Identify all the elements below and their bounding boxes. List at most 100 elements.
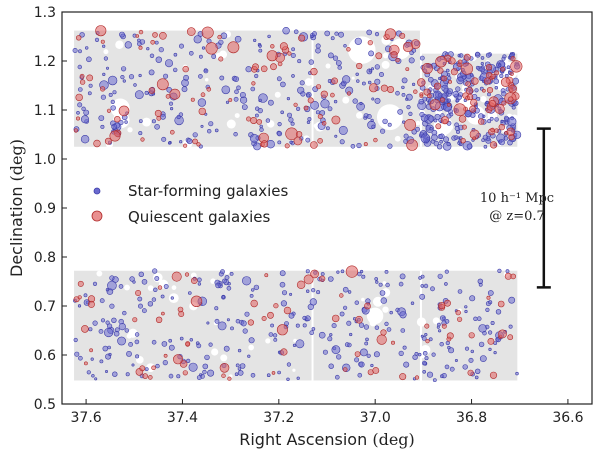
quiescent-galaxy-point	[331, 77, 338, 85]
quiescent-galaxy-point	[461, 124, 467, 130]
star-forming-galaxy-point	[506, 65, 511, 69]
star-forming-galaxy-point	[421, 335, 427, 341]
quiescent-galaxy-point	[310, 67, 318, 76]
star-forming-galaxy-point	[84, 46, 89, 50]
star-forming-galaxy-point	[327, 52, 334, 59]
quiescent-galaxy-point	[250, 299, 258, 308]
quiescent-galaxy-point	[139, 365, 146, 372]
star-forming-galaxy-point	[487, 92, 491, 97]
quiescent-galaxy-point	[171, 271, 182, 282]
x-tick-label: 37.2	[263, 410, 294, 426]
star-forming-galaxy-point	[152, 268, 158, 274]
star-forming-galaxy-point	[330, 36, 335, 41]
star-forming-galaxy-point	[214, 128, 219, 133]
star-forming-galaxy-point	[254, 113, 259, 118]
quiescent-galaxy-point	[250, 117, 258, 125]
quiescent-galaxy-point	[296, 280, 306, 289]
star-forming-galaxy-point	[422, 350, 428, 356]
star-forming-galaxy-point	[128, 341, 133, 347]
star-forming-galaxy-point	[277, 140, 282, 145]
star-forming-galaxy-point	[126, 350, 132, 357]
quiescent-galaxy-point	[487, 337, 495, 345]
star-forming-galaxy-point	[138, 271, 145, 277]
star-forming-galaxy-point	[447, 73, 451, 77]
star-forming-galaxy-point	[233, 76, 239, 82]
quiescent-galaxy-point	[247, 319, 254, 326]
star-forming-galaxy-point	[406, 104, 411, 110]
star-forming-galaxy-point	[332, 55, 339, 61]
star-forming-galaxy-point	[309, 330, 315, 336]
quiescent-galaxy-point	[469, 105, 477, 113]
star-forming-galaxy-point	[357, 372, 363, 378]
star-forming-galaxy-point	[464, 110, 472, 118]
quiescent-galaxy-point	[458, 115, 467, 123]
star-forming-galaxy-point	[446, 88, 453, 95]
star-forming-galaxy-point	[515, 371, 519, 376]
star-forming-galaxy-point	[288, 312, 295, 319]
star-forming-galaxy-point	[328, 363, 334, 369]
star-forming-galaxy-point	[107, 75, 118, 86]
star-forming-galaxy-point	[375, 280, 379, 284]
quiescent-galaxy-point	[227, 376, 232, 381]
star-forming-galaxy-point	[289, 140, 293, 145]
star-forming-galaxy-point	[166, 87, 172, 93]
y-tick-label: 0.6	[34, 348, 56, 364]
star-forming-galaxy-point	[124, 41, 132, 49]
star-forming-galaxy-point	[398, 281, 404, 287]
quiescent-galaxy-point	[444, 299, 451, 307]
quiescent-galaxy-point	[441, 323, 447, 329]
star-forming-galaxy-point	[420, 133, 431, 144]
star-forming-galaxy-point	[196, 343, 202, 349]
star-forming-galaxy-point	[92, 281, 98, 287]
star-forming-galaxy-point	[311, 31, 317, 37]
quiescent-galaxy-point	[77, 280, 84, 287]
quiescent-galaxy-point	[355, 315, 363, 324]
mask-hole	[293, 338, 297, 343]
star-forming-galaxy-point	[141, 278, 148, 285]
star-forming-galaxy-point	[357, 271, 362, 277]
star-forming-galaxy-point	[176, 114, 181, 120]
star-forming-galaxy-point	[111, 317, 117, 323]
star-forming-galaxy-point	[374, 64, 380, 70]
star-forming-galaxy-point	[315, 110, 320, 115]
star-forming-galaxy-point	[81, 106, 86, 112]
star-forming-galaxy-point	[437, 134, 443, 140]
star-forming-galaxy-point	[498, 63, 502, 67]
quiescent-galaxy-point	[109, 130, 121, 142]
star-forming-galaxy-point	[118, 323, 126, 331]
star-forming-galaxy-point	[402, 345, 407, 350]
quiescent-galaxy-point	[376, 334, 387, 345]
quiescent-galaxy-point	[331, 115, 341, 125]
quiescent-galaxy-point	[485, 64, 493, 71]
mask-hole	[226, 119, 236, 129]
quiescent-galaxy-point	[77, 295, 82, 300]
star-forming-galaxy-point	[346, 320, 352, 326]
star-forming-galaxy-point	[316, 290, 321, 295]
mask-hole	[210, 278, 216, 284]
star-forming-galaxy-point	[421, 360, 427, 366]
star-forming-galaxy-point	[324, 30, 331, 37]
star-forming-galaxy-point	[401, 93, 406, 97]
star-forming-galaxy-point	[117, 336, 126, 346]
star-forming-galaxy-point	[110, 105, 116, 111]
star-forming-galaxy-point	[78, 87, 83, 92]
star-forming-galaxy-point	[290, 52, 296, 58]
star-forming-galaxy-point	[100, 318, 106, 323]
star-forming-galaxy-point	[344, 342, 350, 347]
star-forming-galaxy-point	[327, 336, 333, 342]
star-forming-galaxy-point	[284, 321, 289, 326]
quiescent-galaxy-point	[404, 119, 416, 131]
star-forming-galaxy-point	[501, 91, 507, 97]
quiescent-galaxy-point	[364, 302, 371, 310]
star-forming-galaxy-point	[76, 111, 80, 115]
star-forming-galaxy-point	[437, 322, 441, 327]
legend-marker-quiescent	[91, 210, 103, 222]
quiescent-galaxy-point	[106, 108, 112, 113]
star-forming-galaxy-point	[214, 306, 219, 311]
star-forming-galaxy-point	[119, 31, 125, 38]
star-forming-galaxy-point	[291, 74, 295, 78]
star-forming-galaxy-point	[179, 336, 184, 341]
star-forming-galaxy-point	[109, 303, 115, 309]
star-forming-galaxy-point	[480, 56, 485, 60]
star-forming-galaxy-point	[197, 277, 202, 283]
